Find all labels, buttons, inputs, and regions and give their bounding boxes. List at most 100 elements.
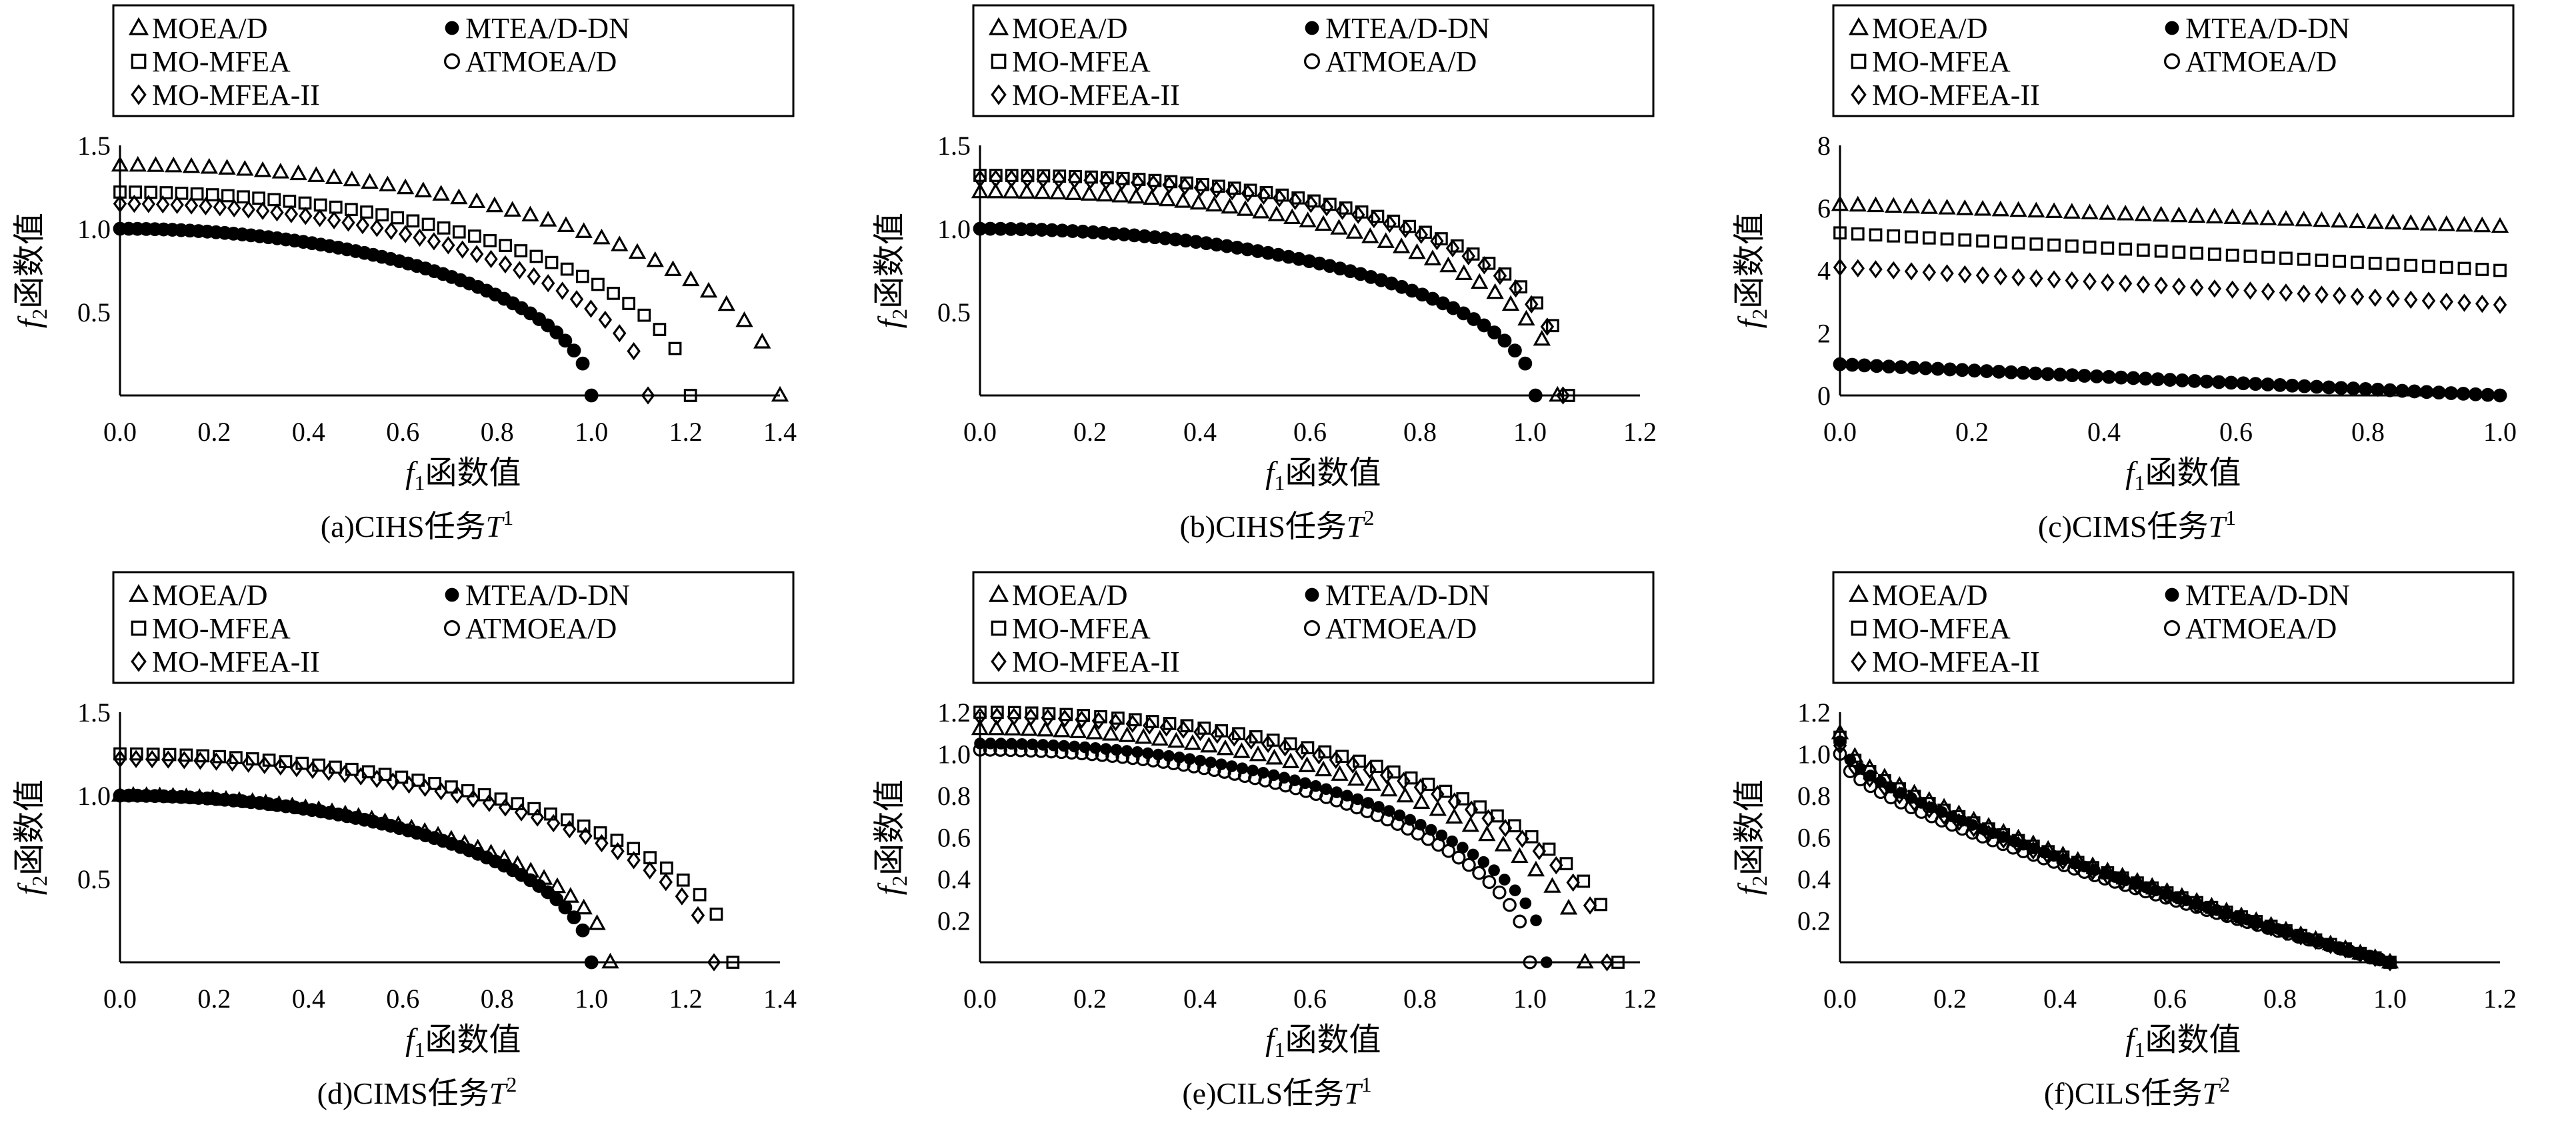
legend-label: MOEA/D	[1872, 12, 1988, 45]
data-point	[2201, 375, 2213, 387]
data-point	[129, 750, 143, 768]
series-moea-d	[971, 182, 1567, 402]
series-mtea-d-dn	[974, 223, 1542, 401]
legend-marker	[2165, 588, 2179, 602]
x-tick-label: 0.8	[2263, 984, 2297, 1014]
data-point	[1051, 170, 1066, 189]
data-point	[182, 157, 201, 173]
y-tick-label: 1.5	[77, 131, 111, 161]
data-point	[1020, 169, 1035, 188]
data-point	[641, 386, 655, 405]
data-point	[2309, 932, 2323, 950]
x-tick-label: 1.2	[1623, 984, 1657, 1014]
data-point	[279, 799, 293, 814]
data-point	[1146, 754, 1161, 768]
data-point	[2384, 384, 2396, 396]
data-point	[1118, 228, 1130, 241]
data-point	[2207, 279, 2222, 298]
data-point	[432, 185, 450, 201]
data-point	[1067, 171, 1082, 189]
data-point	[1958, 233, 1972, 247]
data-point	[261, 797, 276, 812]
data-point	[1045, 223, 1059, 237]
data-point	[584, 955, 599, 970]
data-point	[2145, 882, 2159, 900]
data-point	[261, 230, 276, 245]
data-point	[191, 224, 206, 238]
data-point	[174, 790, 189, 804]
data-point	[1005, 169, 1019, 182]
series-mtea-d-dn	[1834, 358, 2506, 401]
data-point	[421, 217, 435, 231]
data-point	[530, 808, 545, 827]
data-point	[289, 164, 307, 181]
data-point	[2243, 249, 2257, 263]
data-point	[555, 281, 569, 300]
data-point	[2029, 367, 2042, 379]
data-point	[361, 173, 379, 189]
data-point	[2063, 203, 2081, 219]
data-point	[1439, 256, 1457, 273]
data-point	[1478, 825, 1496, 842]
data-point	[1527, 860, 1545, 877]
data-point	[2151, 373, 2164, 385]
data-point	[434, 782, 448, 801]
x-tick-label: 1.2	[1623, 417, 1657, 447]
data-point	[1149, 231, 1161, 243]
data-point	[200, 157, 218, 174]
data-point	[2091, 370, 2103, 383]
data-point	[1455, 264, 1473, 280]
data-point	[1461, 858, 1476, 872]
data-point	[1200, 237, 1213, 249]
data-point	[699, 281, 718, 298]
legend-marker	[991, 84, 1007, 105]
legend-marker	[1851, 620, 1867, 636]
data-point	[1018, 183, 1036, 199]
data-point	[1233, 742, 1251, 758]
data-point	[321, 762, 336, 782]
data-point	[1244, 731, 1258, 750]
data-point	[1467, 312, 1481, 326]
data-point	[1523, 955, 1537, 970]
data-point	[305, 803, 319, 818]
data-point	[1878, 774, 1891, 788]
data-point	[2368, 257, 2382, 270]
data-point	[1997, 828, 2011, 842]
data-point	[1515, 830, 1529, 848]
data-point	[360, 205, 373, 219]
data-point	[2298, 380, 2311, 392]
data-point	[1036, 720, 1055, 737]
data-point	[2160, 886, 2174, 905]
data-point	[612, 324, 627, 343]
data-point	[129, 747, 143, 761]
data-point	[190, 187, 204, 201]
data-point	[1151, 730, 1169, 746]
data-point	[611, 235, 629, 251]
data-point	[366, 814, 381, 829]
data-point	[1005, 223, 1017, 235]
data-point	[1427, 293, 1439, 305]
y-tick-label: 0.2	[937, 906, 971, 936]
data-point	[1487, 325, 1501, 339]
data-point	[2205, 207, 2224, 223]
data-point	[2421, 385, 2433, 398]
data-point	[1853, 772, 1867, 787]
data-point	[121, 788, 136, 803]
data-point	[622, 297, 635, 310]
data-point	[1532, 842, 1547, 860]
data-point	[253, 796, 267, 810]
data-point	[567, 910, 581, 924]
data-point	[129, 155, 147, 172]
data-point	[1499, 335, 1511, 347]
data-point	[111, 155, 129, 172]
x-tick-label: 0.2	[1073, 417, 1107, 447]
data-point	[1519, 357, 1531, 369]
data-point	[1481, 809, 1495, 828]
legend-marker	[443, 53, 460, 69]
data-point	[2027, 201, 2045, 218]
legend: MOEA/D MTEA/D-DN MO-MFEA ATMOEA/D MO-MFEA-II	[972, 571, 1655, 684]
data-point	[325, 168, 343, 184]
legend-marker	[128, 584, 149, 602]
data-point	[575, 356, 590, 371]
data-point	[585, 389, 597, 401]
